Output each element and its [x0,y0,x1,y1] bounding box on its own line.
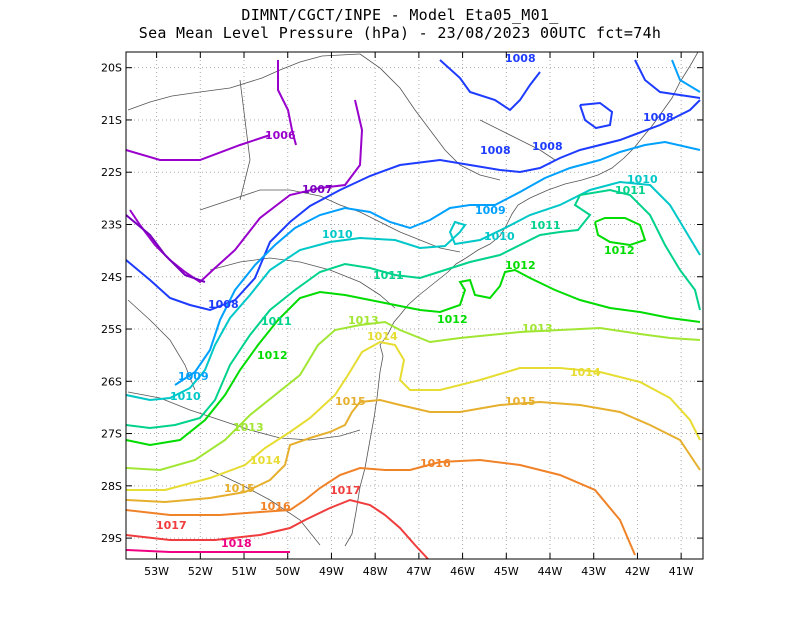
iso-label-1010-a: 1010 [322,228,353,241]
y-tick-label: 20S [101,62,122,75]
border-uruguay [209,469,321,546]
x-tick-label: 42W [625,565,650,578]
iso-label-1008-a: 1008 [505,52,536,65]
x-tick-label: 52W [188,565,213,578]
border-mg-rj [479,119,556,161]
isobar-1013 [126,320,701,472]
iso-label-1011-b: 1011 [530,219,561,232]
iso-label-1016-b: 1016 [260,500,291,513]
iso-label-1010-b: 1010 [484,230,515,243]
iso-label-1011-c: 1011 [615,184,646,197]
iso-label-1014-b: 1014 [570,366,601,379]
x-tick-label: 44W [538,565,563,578]
isobar-1010 [126,180,701,402]
y-tick-label: 21S [101,114,122,127]
x-tick-label: 43W [581,565,606,578]
iso-label-1009-a: 1009 [475,204,506,217]
isobar-1016 [126,458,636,556]
iso-label-1014-c: 1014 [250,454,281,467]
x-tick-label: 50W [275,565,300,578]
iso-label-1008-b: 1008 [643,111,674,124]
iso-label-1009-b: 1009 [178,370,209,383]
x-axis-ticks: 53W 52W 51W 50W 49W 48W 47W 46W 45W 44W 43W 42W 41W [144,52,694,578]
iso-label-1007: 1007 [302,183,333,196]
isobar-1014 [126,340,701,491]
iso-label-1017-b: 1017 [156,519,187,532]
iso-label-1010-d: 1010 [170,390,201,403]
y-tick-label: 26S [101,375,122,388]
iso-label-1015-c: 1015 [224,482,255,495]
x-tick-label: 47W [406,565,431,578]
isobar-1007 [126,214,206,283]
y-axis-ticks: 20S 21S 22S 23S 24S 25S 26S 27S 28S 29S [101,62,703,545]
iso-label-1011-a: 1011 [373,269,404,282]
y-tick-label: 23S [101,218,122,231]
iso-label-1016-a: 1016 [420,457,451,470]
title-line-2: Sea Mean Level Pressure (hPa) - 23/08/20… [138,24,662,42]
y-tick-label: 27S [101,428,122,441]
plot-frame [125,51,704,560]
iso-label-1013-c: 1013 [233,421,264,434]
x-tick-label: 41W [669,565,694,578]
y-tick-label: 28S [101,480,122,493]
isobar-1009 [174,59,701,386]
title-line-1: DIMNT/CGCT/INPE - Model Eta05_M01_ [241,6,559,24]
iso-label-1018-a: 1018 [221,537,252,550]
isobar-1012 [126,217,701,447]
isobar-1011 [126,188,701,430]
border-argentina [127,299,196,391]
iso-label-1015-b: 1015 [505,395,536,408]
isobar-labels: 1006 1007 1008 1008 1008 1008 1008 1009 … [156,52,674,550]
iso-label-1006: 1006 [265,129,296,142]
x-tick-label: 46W [450,565,475,578]
iso-label-1012-c: 1012 [604,244,635,257]
isobar-1008 [126,59,701,312]
x-tick-label: 48W [363,565,388,578]
chart-title: DIMNT/CGCT/INPE - Model Eta05_M01_ Sea M… [0,6,800,42]
iso-label-1008-e: 1008 [208,298,239,311]
border-sc-rs [127,391,361,441]
iso-label-1015-a: 1015 [335,395,366,408]
iso-label-1012-a: 1012 [505,259,536,272]
y-tick-label: 24S [101,271,122,284]
coastline [344,52,699,547]
iso-label-1011-d: 1011 [261,315,292,328]
y-tick-label: 29S [101,532,122,545]
x-tick-label: 45W [494,565,519,578]
border-west [239,79,251,201]
x-tick-label: 51W [232,565,257,578]
iso-label-1012-d: 1012 [257,349,288,362]
iso-label-1014-a: 1014 [367,330,398,343]
iso-label-1013-b: 1013 [522,322,553,335]
iso-label-1017-a: 1017 [330,484,361,497]
x-tick-label: 49W [319,565,344,578]
x-tick-label: 53W [144,565,169,578]
border-ms-sp [127,53,361,111]
y-tick-label: 25S [101,323,122,336]
border-mg-sp [359,53,501,181]
iso-label-1010-c: 1010 [627,173,658,186]
iso-label-1013-a: 1013 [348,314,379,327]
isobar-1015 [126,398,701,504]
isobars [126,59,701,559]
iso-label-1008-d: 1008 [532,140,563,153]
border-parana-sc [209,257,396,309]
y-tick-label: 22S [101,166,122,179]
iso-label-1012-b: 1012 [437,313,468,326]
isobar-1018 [126,549,290,553]
iso-label-1008-c: 1008 [480,144,511,157]
isobar-1017 [126,498,429,559]
